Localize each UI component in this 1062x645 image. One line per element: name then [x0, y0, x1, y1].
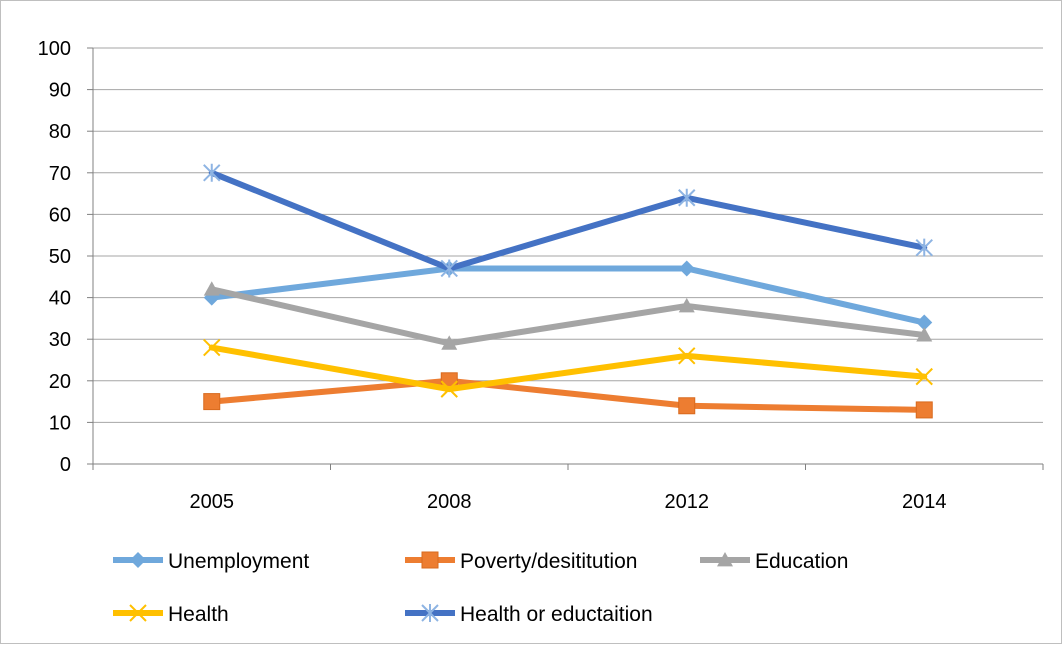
legend-marker [717, 552, 733, 567]
y-tick-label: 100 [38, 38, 71, 60]
x-tick-label: 2008 [427, 491, 472, 513]
legend-label: Health [168, 603, 229, 626]
legend-label: Education [755, 550, 848, 573]
series-health [203, 338, 933, 398]
legend-marker [130, 552, 146, 568]
legend-marker [421, 604, 439, 622]
legend: Unemployment Poverty/desititution Educatio… [113, 550, 848, 626]
x-axis-ticks: 2005 2008 2012 2014 [92, 464, 1044, 513]
legend-entry: Poverty/desititution [405, 550, 637, 573]
legend-entry: Unemployment [113, 550, 309, 573]
y-tick-label: 30 [49, 329, 71, 351]
legend-entry: Health or eductaition [405, 603, 653, 626]
data-point [915, 238, 933, 257]
y-tick-label: 20 [49, 371, 71, 393]
series-health-or-eductaition [203, 163, 933, 278]
legend-marker [129, 604, 147, 622]
series-poverty-desititution [203, 372, 933, 419]
legend-label: Unemployment [168, 550, 309, 573]
y-tick-label: 60 [49, 204, 71, 226]
data-point [678, 297, 695, 313]
legend-entry: Education [700, 550, 848, 573]
x-tick-label: 2014 [902, 491, 947, 513]
data-point [916, 314, 933, 331]
data-point [440, 380, 458, 398]
y-tick-label: 90 [49, 80, 71, 102]
y-tick-label: 50 [49, 246, 71, 268]
series-education [203, 281, 933, 350]
data-point [203, 281, 220, 296]
y-tick-label: 0 [60, 454, 71, 476]
series-line [208, 286, 928, 347]
data-point [916, 327, 933, 342]
legend-marker [421, 551, 439, 569]
data-point [203, 163, 221, 182]
y-tick-label: 80 [49, 121, 71, 143]
data-point [915, 367, 933, 386]
y-tick-label: 70 [49, 163, 71, 185]
series-line [208, 265, 928, 326]
series-line [208, 169, 928, 272]
data-point [441, 335, 458, 350]
legend-label: Health or eductaition [460, 603, 653, 626]
data-point [678, 260, 695, 277]
y-tick-label: 10 [49, 412, 71, 434]
data-point [678, 397, 696, 415]
x-tick-label: 2005 [190, 491, 235, 513]
legend-entry: Health [113, 603, 229, 626]
data-point [915, 401, 933, 419]
data-point [678, 188, 696, 207]
series-lines [203, 163, 933, 419]
data-point [678, 347, 696, 365]
y-tick-label: 40 [49, 288, 71, 310]
data-point [440, 259, 458, 278]
y-axis-ticks: 0 10 20 30 40 50 60 70 80 90 100 [38, 38, 93, 476]
series-line [208, 344, 928, 393]
data-point [203, 338, 221, 357]
data-point [203, 393, 221, 411]
x-tick-label: 2012 [665, 491, 710, 513]
series-line [208, 377, 928, 413]
legend-label: Poverty/desititution [460, 550, 637, 573]
